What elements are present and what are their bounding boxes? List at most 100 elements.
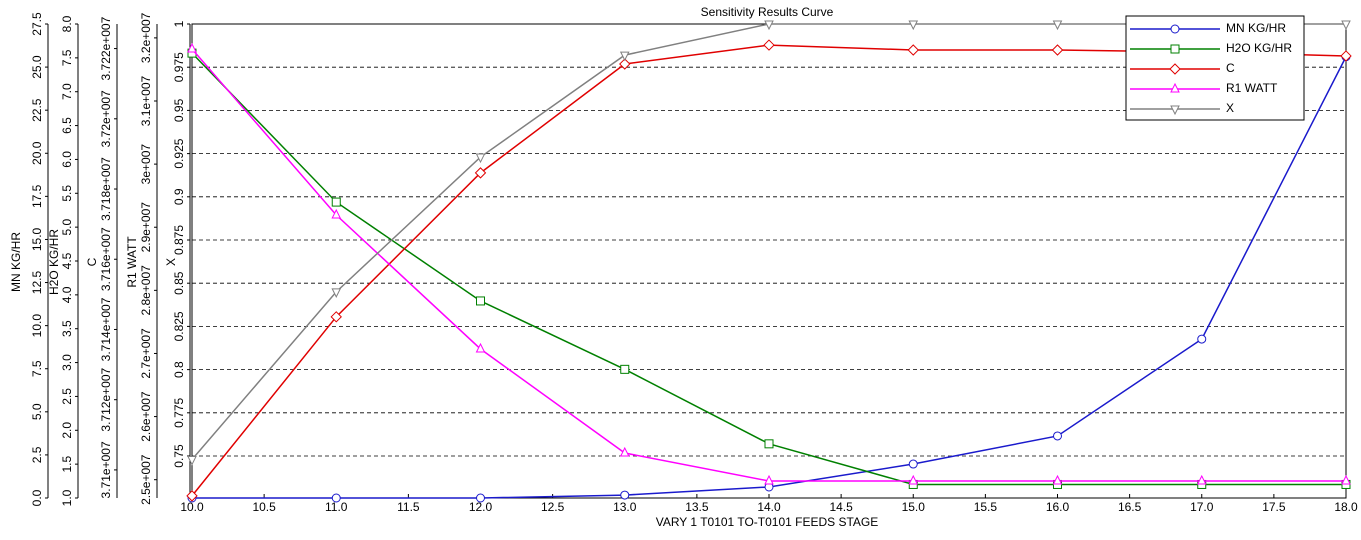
- marker: [331, 208, 342, 219]
- y-tick-label: 1: [172, 20, 186, 27]
- y-tick-label: 0.775: [172, 397, 186, 427]
- marker: [1170, 24, 1180, 34]
- y-tick-label: 3.1e+007: [139, 75, 153, 126]
- marker: [1197, 334, 1207, 344]
- marker: [764, 20, 774, 31]
- x-tick-label: 10.5: [252, 500, 276, 514]
- marker: [475, 153, 486, 164]
- marker: [763, 39, 775, 51]
- marker: [1170, 44, 1180, 54]
- marker: [620, 490, 630, 500]
- x-tick-label: 14.5: [829, 500, 853, 514]
- y-tick-label: 3.71e+007: [99, 441, 113, 498]
- marker: [186, 490, 198, 502]
- x-tick-label: 16.5: [1118, 500, 1142, 514]
- marker: [331, 493, 341, 503]
- y-tick-label: 6.5: [60, 117, 74, 134]
- marker: [187, 42, 197, 53]
- y-tick-label: 0.95: [172, 98, 186, 122]
- marker: [619, 58, 631, 70]
- marker: [331, 197, 341, 207]
- marker: [764, 439, 774, 449]
- marker: [908, 474, 919, 485]
- x-tick-label: 12.5: [541, 500, 565, 514]
- y-tick-label: 10.0: [30, 314, 44, 338]
- marker: [1053, 431, 1062, 441]
- x-axis-title: VARY 1 T0101 TO-T0101 FEEDS STAGE: [656, 515, 879, 529]
- y-tick-label: 20.0: [30, 141, 44, 165]
- y-tick-label: 0.825: [172, 311, 186, 341]
- y-tick-label: 2.7e+007: [139, 328, 153, 379]
- legend-box: [1125, 15, 1305, 121]
- y-tick-label: 0.8: [172, 361, 186, 378]
- marker: [907, 44, 919, 56]
- y-tick-label: 2.5: [30, 446, 44, 463]
- y-tick-label: 4.0: [60, 286, 74, 303]
- series-line: [192, 56, 1347, 499]
- x-tick-label: 17.5: [1262, 500, 1286, 514]
- x-tick-label: 10.0: [180, 500, 204, 514]
- x-tick-label: 11.0: [325, 500, 348, 514]
- x-tick-label: 13.5: [685, 500, 709, 514]
- x-tick-label: 16.0: [1046, 500, 1070, 514]
- y-axis-title: H2O KG/HR: [47, 229, 61, 295]
- marker: [476, 296, 485, 306]
- y-tick-label: 0.875: [172, 225, 186, 255]
- y-tick-label: 2.9e+007: [139, 202, 153, 253]
- x-tick-label: 17.0: [1190, 500, 1214, 514]
- y-tick-label: 0.85: [172, 271, 186, 295]
- y-tick-label: 5.0: [60, 218, 74, 235]
- y-axis-title: MN KG/HR: [9, 232, 23, 292]
- marker: [475, 342, 486, 353]
- marker: [1341, 474, 1351, 485]
- y-tick-label: 2.8e+007: [139, 265, 153, 316]
- y-tick-label: 3.718e+007: [99, 157, 113, 221]
- y-tick-label: 3.714e+007: [99, 297, 113, 361]
- marker: [1169, 63, 1181, 75]
- y-tick-label: 12.5: [30, 271, 44, 295]
- marker: [1170, 82, 1180, 93]
- y-tick-label: 22.5: [30, 98, 44, 122]
- marker: [330, 311, 342, 323]
- y-tick-label: 15.0: [30, 227, 44, 251]
- y-tick-label: 3.0: [60, 354, 74, 371]
- y-tick-label: 0.925: [172, 138, 186, 168]
- y-tick-label: 7.5: [30, 360, 44, 377]
- y-tick-label: 5.5: [60, 185, 74, 202]
- marker: [1051, 44, 1064, 56]
- marker: [1052, 20, 1063, 31]
- marker: [1052, 474, 1063, 485]
- marker: [1196, 474, 1207, 485]
- marker: [908, 20, 919, 31]
- y-tick-label: 0.75: [172, 444, 186, 468]
- y-tick-label: 7.5: [60, 49, 74, 66]
- legend-label: R1 WATT: [1226, 81, 1278, 95]
- y-tick-label: 0.0: [30, 489, 44, 506]
- y-tick-label: 3.2e+007: [139, 12, 153, 63]
- chart-title: Sensitivity Results Curve: [701, 5, 834, 19]
- x-tick-label: 15.0: [902, 500, 926, 514]
- y-axis-title: X: [164, 258, 178, 266]
- y-tick-label: 4.5: [60, 252, 74, 269]
- marker: [620, 364, 630, 374]
- marker: [187, 455, 197, 466]
- y-tick-label: 3.712e+007: [99, 367, 113, 431]
- y-axis-title: R1 WATT: [125, 236, 139, 288]
- x-tick-label: 11.5: [397, 500, 420, 514]
- y-tick-label: 27.5: [30, 12, 44, 36]
- marker: [1170, 105, 1180, 116]
- marker: [476, 493, 485, 503]
- legend-label: C: [1226, 61, 1235, 75]
- marker: [1341, 20, 1351, 31]
- y-tick-label: 0.9: [172, 188, 186, 205]
- x-tick-label: 15.5: [974, 500, 998, 514]
- y-tick-label: 2.0: [60, 422, 74, 439]
- x-tick-label: 14.0: [757, 500, 781, 514]
- y-tick-label: 0.975: [172, 52, 186, 82]
- legend-label: MN KG/HR: [1226, 21, 1286, 35]
- y-tick-label: 17.5: [30, 184, 44, 208]
- y-tick-label: 1.0: [60, 489, 74, 506]
- y-tick-label: 2.5: [60, 388, 74, 405]
- marker: [474, 167, 487, 179]
